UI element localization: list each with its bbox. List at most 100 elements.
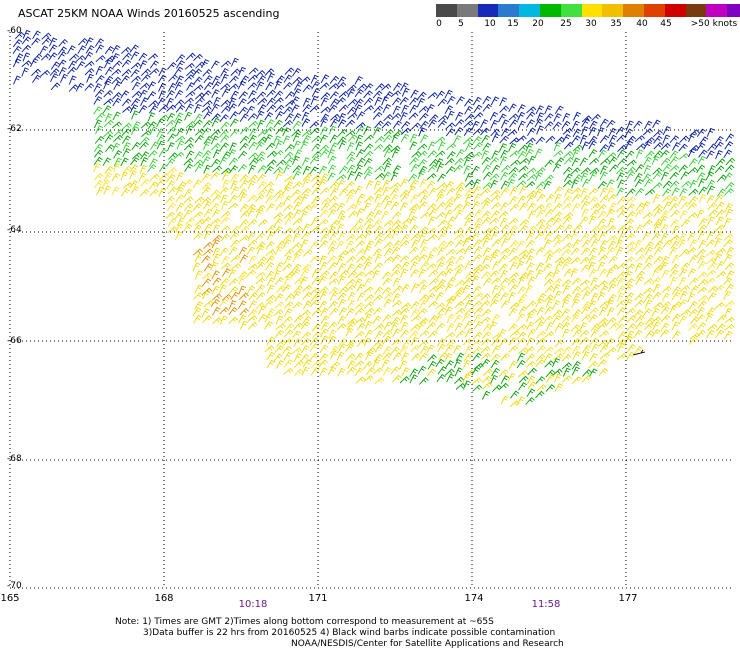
wind-barb [409,141,418,151]
wind-barb [291,347,302,355]
wind-barb [687,292,696,303]
wind-barb [319,367,328,377]
wind-barb [597,261,606,271]
wind-barb [706,307,716,316]
wind-barb [427,233,438,241]
wind-barb [212,165,223,173]
wind-barb [345,308,355,317]
wind-barb [68,75,77,85]
wind-barb [662,194,673,203]
wind-barb [599,285,609,294]
wind-barb [598,231,607,241]
wind-barb [264,165,274,175]
wind-barb [283,301,294,309]
wind-barb [300,353,310,362]
legend-label: 10 [484,19,496,29]
wind-barb [526,300,537,309]
wind-barb [120,46,131,54]
wind-barb [570,247,580,256]
wind-barb [508,166,519,175]
wind-barb [292,232,301,242]
wind-barb [282,186,292,195]
wind-barb [491,345,501,354]
wind-barb [112,60,123,69]
wind-barb [273,309,284,317]
wind-barb [417,150,428,159]
wind-barb [311,88,321,97]
wind-barb [130,157,140,166]
wind-barb [354,263,364,272]
wind-barb [455,111,464,121]
wind-barb [256,241,266,250]
wind-barb [525,232,535,241]
wind-barb [599,134,610,144]
wind-barb [500,119,509,129]
wind-barb [202,141,211,151]
wind-barb [644,322,655,330]
wind-barb [186,68,197,77]
wind-barb [363,150,374,159]
wind-barb [518,382,528,391]
wind-barb [714,141,724,150]
wind-barb [238,300,247,310]
wind-barb [527,375,536,385]
wind-barb [426,203,437,211]
wind-barb [527,202,536,212]
wind-barb [527,276,536,286]
wind-barb [291,330,301,339]
wind-barb [21,60,32,68]
wind-barb [409,261,419,271]
wind-barb [696,164,706,174]
wind-barb [95,38,104,47]
wind-barb [651,232,661,241]
wind-barb [203,300,214,308]
wind-barb [598,246,607,256]
wind-barb [436,373,446,383]
wind-barb [239,234,250,242]
wind-barb [220,216,230,225]
wind-barb [318,359,328,368]
wind-barb [311,196,321,205]
wind-barb [445,128,456,137]
wind-barb [95,112,106,121]
wind-barb [615,323,625,332]
wind-barb [294,81,303,91]
wind-barb [635,224,644,234]
wind-barb [481,134,490,144]
wind-barb [201,127,211,136]
wind-barb [336,255,345,265]
wind-barb [345,327,354,337]
wind-barb [93,149,104,158]
wind-barb [293,149,303,159]
wind-barb [427,300,438,308]
wind-barb [302,84,312,93]
wind-barb [698,294,709,302]
wind-barb [473,112,484,120]
wind-barb [471,232,480,241]
wind-barb [624,292,635,301]
wind-barb [138,172,147,182]
legend-swatch-2 [477,4,499,17]
wind-barb [561,308,571,317]
wind-barb [131,81,141,91]
wind-barb [537,292,547,302]
wind-barb [266,72,275,82]
wind-barb [175,186,184,196]
wind-barb [237,80,247,90]
wind-barb [590,225,600,234]
wind-barb [552,300,561,310]
wind-barb [149,158,158,167]
wind-barb [444,268,454,277]
wind-barb [228,83,239,91]
wind-barb [410,233,421,241]
wind-barb [419,239,428,248]
wind-barb [714,135,724,145]
wind-barb [57,46,67,55]
wind-barb [589,157,600,165]
wind-barb [455,330,466,338]
wind-barb [283,81,293,90]
wind-barb [141,130,152,137]
wind-barb [525,239,535,248]
wind-barb [427,354,437,362]
wind-barb [446,95,456,105]
